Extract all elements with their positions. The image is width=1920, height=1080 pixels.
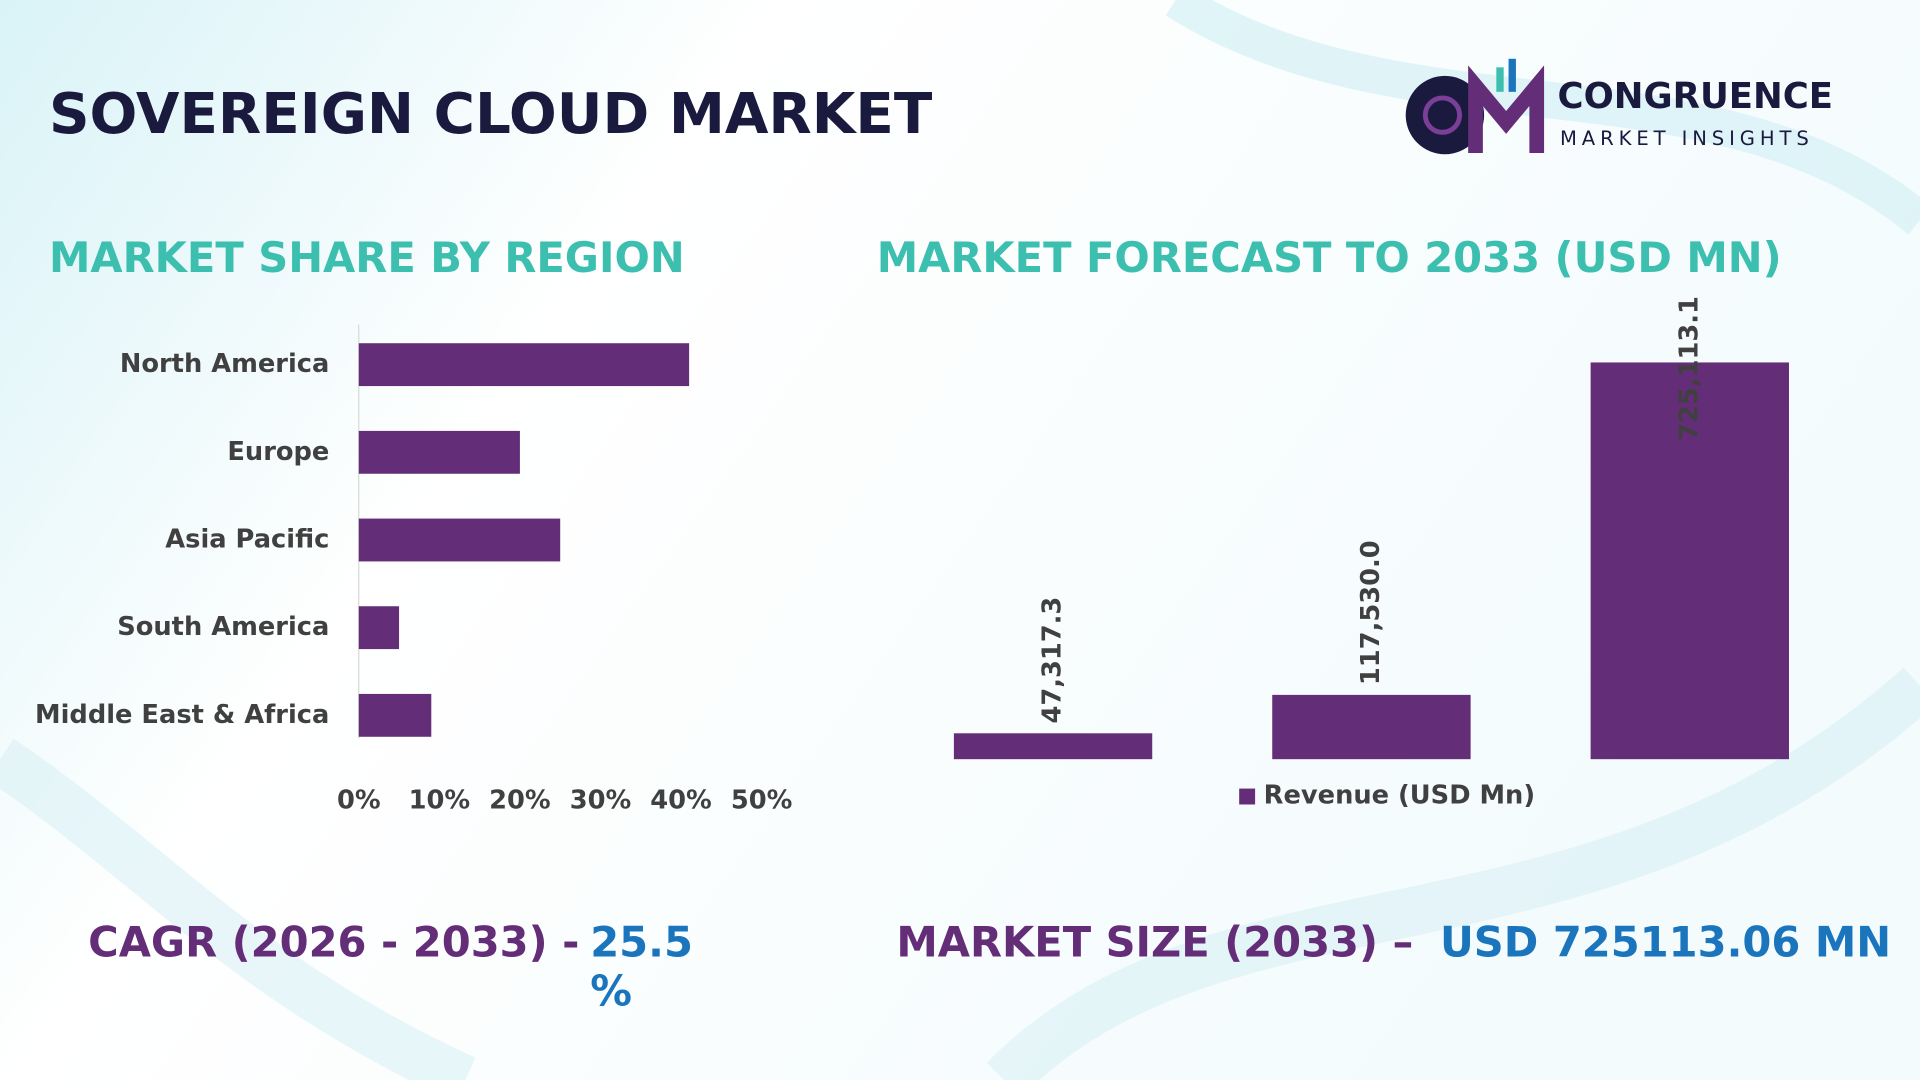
logo: CONGRUENCE MARKET INSIGHTS — [1405, 58, 1834, 155]
size-label: MARKET SIZE (2033) – — [896, 917, 1413, 966]
chart-title: MARKET FORECAST TO 2033 (USD MN) — [877, 233, 1782, 282]
logo-mark — [1468, 65, 1545, 154]
legend-swatch — [1239, 788, 1256, 805]
cagr-label: CAGR (2026 - 2033) - — [88, 917, 579, 966]
logo-mark — [1496, 67, 1504, 92]
brand-name: CONGRUENCE — [1558, 76, 1834, 117]
x-tick-label: 0% — [337, 785, 381, 815]
bar — [1272, 694, 1471, 760]
bar — [358, 343, 690, 387]
x-tick-label: 10% — [409, 785, 471, 815]
x-tick-label: 20% — [489, 785, 551, 815]
x-tick-label: 30% — [570, 785, 632, 815]
logo-mark — [1508, 58, 1516, 92]
x-tick-label: 40% — [650, 785, 712, 815]
decor — [1165, 0, 1920, 235]
bar — [358, 606, 400, 650]
decor — [0, 738, 476, 1080]
data-label: 117,530.0 — [1356, 540, 1386, 685]
page-title: SOVEREIGN CLOUD MARKET — [49, 82, 933, 147]
brand-sub: MARKET INSIGHTS — [1560, 127, 1814, 150]
bar — [358, 518, 561, 562]
size-value: USD 725113.06 MN — [1440, 917, 1891, 966]
legend-label: Revenue (USD Mn) — [1264, 780, 1535, 810]
bar — [1590, 362, 1789, 760]
data-label: 47,317.3 — [1038, 597, 1068, 724]
bar — [358, 430, 520, 474]
y-tick-label: Europe — [227, 437, 329, 467]
y-tick-label: Asia Pacific — [165, 525, 329, 555]
bar — [953, 733, 1153, 760]
bar — [358, 693, 432, 737]
chart-title: MARKET SHARE BY REGION — [49, 233, 685, 282]
logo-mark — [1422, 95, 1463, 135]
cagr-value: 25.5 % — [590, 918, 693, 1017]
x-tick-label: 50% — [731, 785, 793, 815]
y-tick-label: South America — [117, 612, 329, 642]
logo-mark — [1405, 75, 1485, 155]
cagr-box: 25.5 % — [590, 918, 693, 1017]
y-tick-label: Middle East & Africa — [35, 700, 329, 730]
y-tick-label: North America — [120, 349, 330, 379]
data-label: 725,113.1 — [1674, 296, 1704, 441]
decor — [986, 667, 1920, 1080]
